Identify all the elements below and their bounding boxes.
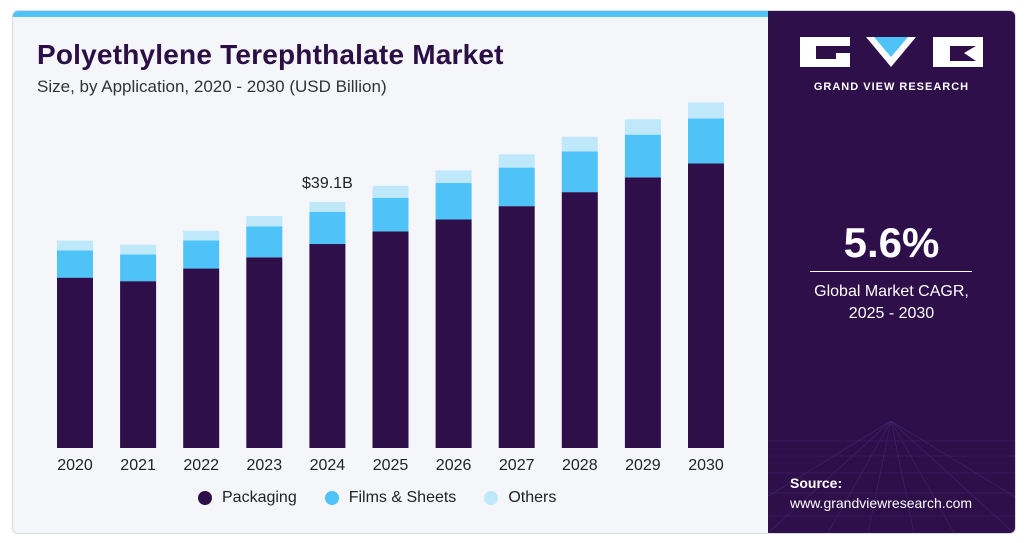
bar-packaging-2023 (246, 257, 283, 448)
accent-bar (13, 11, 768, 17)
x-tick-label-2023: 2023 (247, 457, 283, 474)
x-tick-label-2029: 2029 (625, 457, 661, 474)
bar-packaging-2020 (57, 277, 93, 448)
cagr-label-line2: 2025 - 2030 (848, 305, 935, 322)
bar-packaging-2026 (435, 219, 472, 448)
bar-others-2024 (309, 201, 346, 212)
data-label-annotation: $39.1B (302, 175, 353, 192)
brand-name: GRAND VIEW RESEARCH (813, 81, 970, 93)
bar-packaging-2021 (120, 281, 157, 448)
chart-legend: Packaging Films & Sheets Others (198, 489, 556, 507)
x-tick-label-2020: 2020 (57, 457, 93, 474)
bar-packaging-2022 (183, 268, 220, 448)
bar-films-sheets-2020 (57, 250, 93, 278)
bar-others-2025 (372, 185, 409, 198)
bar-others-2028 (561, 136, 598, 152)
bar-films-sheets-2026 (435, 183, 472, 220)
bar-films-sheets-2029 (624, 134, 661, 178)
x-tick-label-2022: 2022 (183, 457, 219, 474)
legend-swatch-packaging (198, 491, 212, 505)
chart-subtitle: Size, by Application, 2020 - 2030 (USD B… (37, 77, 387, 96)
chart-title: Polyethylene Terephthalate Market (37, 39, 504, 70)
bar-packaging-2024 (309, 244, 346, 448)
bar-others-2029 (624, 119, 661, 135)
cagr-label: Global Market CAGR, 2025 - 2030 (788, 281, 995, 325)
grand-view-research-logo (800, 37, 983, 67)
cagr-divider (810, 271, 972, 272)
bar-others-2026 (435, 170, 472, 184)
bar-films-sheets-2025 (372, 197, 409, 232)
bar-others-2030 (688, 102, 724, 119)
legend-label-others: Others (508, 489, 557, 506)
bar-films-sheets-2028 (561, 151, 598, 193)
legend-label-films-sheets: Films & Sheets (348, 489, 457, 506)
bar-others-2027 (498, 154, 535, 168)
x-tick-label-2026: 2026 (436, 457, 472, 474)
cagr-label-line1: Global Market CAGR, (814, 283, 969, 300)
bar-packaging-2030 (688, 163, 724, 449)
bar-packaging-2028 (561, 192, 598, 448)
bar-films-sheets-2030 (688, 118, 724, 164)
bar-packaging-2029 (624, 177, 661, 448)
bar-others-2023 (246, 215, 283, 227)
bar-others-2022 (183, 230, 220, 241)
bar-packaging-2027 (498, 206, 535, 448)
x-tick-label-2021: 2021 (120, 457, 156, 474)
cagr-value: 5.6% (843, 219, 940, 266)
sidebar-panel: GRAND VIEW RESEARCH 5.6% Global Market C… (768, 11, 1015, 533)
x-tick-label-2024: 2024 (310, 457, 346, 474)
legend-item-films-sheets: Films & Sheets (324, 489, 457, 507)
bar-others-2021 (120, 244, 157, 255)
bar-chart: 2020 2021 2022 2023 2024 $39.1B 2025 2026 2027 20… (57, 102, 724, 474)
source-label: Source: (790, 475, 843, 491)
x-tick-label-2030: 2030 (688, 457, 724, 474)
x-tick-label-2027: 2027 (499, 457, 535, 474)
legend-swatch-films-sheets (324, 491, 339, 505)
bar-packaging-2025 (372, 231, 409, 448)
bar-films-sheets-2024 (309, 211, 346, 245)
source-url[interactable]: www.grandviewresearch.com (790, 495, 973, 511)
legend-item-others: Others (484, 489, 556, 507)
x-tick-label-2028: 2028 (562, 457, 598, 474)
infographic-card: Polyethylene Terephthalate Market Size, … (12, 10, 1016, 534)
bar-films-sheets-2022 (183, 240, 220, 269)
bar-films-sheets-2021 (120, 254, 157, 282)
legend-label-packaging: Packaging (222, 489, 297, 506)
bar-films-sheets-2023 (246, 226, 283, 258)
bar-others-2020 (57, 240, 93, 251)
legend-item-packaging: Packaging (198, 489, 297, 507)
x-tick-label-2025: 2025 (373, 457, 409, 474)
decorative-grid-pattern (768, 420, 1015, 533)
legend-swatch-others (484, 491, 499, 505)
bar-films-sheets-2027 (498, 167, 535, 207)
